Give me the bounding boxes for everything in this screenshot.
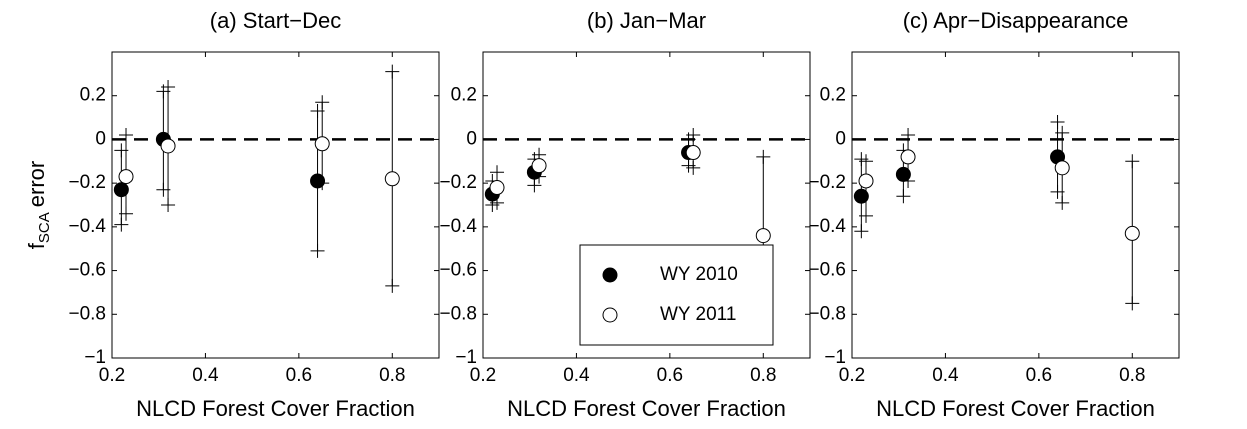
x-tick-label: 0.6 <box>1026 365 1052 386</box>
y-tick-label: −0.2 <box>68 172 106 193</box>
y-tick-label: −0.2 <box>808 172 846 193</box>
legend-marker <box>602 307 618 323</box>
error-cap <box>901 128 916 143</box>
legend-label: WY 2010 <box>660 264 738 285</box>
legend-box <box>579 244 774 346</box>
error-cap <box>1125 154 1140 169</box>
x-tick-label: 0.2 <box>839 365 865 386</box>
y-tick-label: 0 <box>466 128 477 149</box>
y-tick-label: 0.2 <box>451 85 477 106</box>
x-axis-label: NLCD Forest Cover Fraction <box>876 396 1155 421</box>
error-cap <box>385 64 400 79</box>
plot-area <box>851 51 1180 359</box>
y-tick-label: 0 <box>835 128 846 149</box>
point <box>858 173 874 189</box>
x-tick-label: 0.6 <box>286 365 312 386</box>
x-axis-label: NLCD Forest Cover Fraction <box>136 396 415 421</box>
y-tick-label: −1 <box>455 347 477 368</box>
y-tick-label: −0.8 <box>808 303 846 324</box>
error-cap <box>901 173 916 188</box>
y-tick-label: −0.8 <box>68 303 106 324</box>
error-cap <box>114 217 129 232</box>
x-tick-label: 0.8 <box>1119 365 1145 386</box>
point <box>489 180 505 196</box>
x-tick-label: 0.2 <box>470 365 496 386</box>
error-cap <box>859 208 874 223</box>
point <box>531 158 547 174</box>
error-cap <box>756 149 771 164</box>
x-tick-label: 0.4 <box>563 365 590 386</box>
x-tick-label: 0.4 <box>932 365 959 386</box>
point <box>900 149 916 165</box>
y-tick-label: −0.2 <box>439 172 477 193</box>
y-label-main: f <box>24 242 49 249</box>
y-tick-label: −0.6 <box>808 260 846 281</box>
error-cap <box>1125 296 1140 311</box>
error-cap <box>1055 195 1070 210</box>
error-cap <box>1055 125 1070 140</box>
error-cap <box>859 154 874 169</box>
point <box>1124 225 1140 241</box>
x-tick-label: 0.8 <box>750 365 776 386</box>
x-tick-label: 0.2 <box>99 365 125 386</box>
error-cap <box>310 243 325 258</box>
x-tick-label: 0.8 <box>379 365 405 386</box>
point <box>1054 160 1070 176</box>
x-axis-label: NLCD Forest Cover Fraction <box>507 396 786 421</box>
point <box>310 173 326 189</box>
chart-title: (c) Apr−Disappearance <box>903 8 1129 33</box>
point <box>314 136 330 152</box>
y-tick-label: 0.2 <box>80 85 106 106</box>
y-label-rest: error <box>24 161 49 207</box>
point <box>118 169 134 185</box>
y-label-sub: SCA <box>36 212 53 243</box>
point <box>113 182 129 198</box>
point <box>160 138 176 154</box>
y-tick-label: −0.6 <box>68 260 106 281</box>
y-tick-label: −0.8 <box>439 303 477 324</box>
point <box>685 145 701 161</box>
error-cap <box>119 128 134 143</box>
x-tick-label: 0.4 <box>192 365 219 386</box>
error-cap <box>527 178 542 193</box>
error-cap <box>119 206 134 221</box>
error-cap <box>896 189 911 204</box>
point <box>384 171 400 187</box>
legend-label: WY 2011 <box>660 304 736 325</box>
y-tick-label: 0 <box>95 128 106 149</box>
error-cap <box>161 79 176 94</box>
y-tick-label: −0.6 <box>439 260 477 281</box>
point <box>755 228 771 244</box>
y-tick-label: −0.4 <box>808 216 846 237</box>
error-cap <box>1050 114 1065 129</box>
chart-title: (b) Jan−Mar <box>587 8 706 33</box>
legend-marker <box>602 267 618 283</box>
error-cap <box>161 198 176 212</box>
chart-title: (a) Start−Dec <box>210 8 341 33</box>
error-cap <box>490 195 505 210</box>
y-tick-label: −1 <box>84 347 106 368</box>
plot-area <box>111 51 440 359</box>
error-cap <box>686 160 701 175</box>
error-cap <box>385 278 400 293</box>
error-cap <box>686 128 701 143</box>
y-tick-label: −0.4 <box>68 216 106 237</box>
y-tick-label: 0.2 <box>820 85 846 106</box>
y-tick-label: −1 <box>824 347 846 368</box>
y-axis-label: fSCA error <box>24 161 53 249</box>
error-cap <box>490 165 505 180</box>
y-tick-label: −0.4 <box>439 216 477 237</box>
error-cap <box>315 176 330 191</box>
error-cap <box>315 95 330 110</box>
point <box>853 188 869 204</box>
error-cap <box>854 224 869 239</box>
x-tick-label: 0.6 <box>657 365 683 386</box>
